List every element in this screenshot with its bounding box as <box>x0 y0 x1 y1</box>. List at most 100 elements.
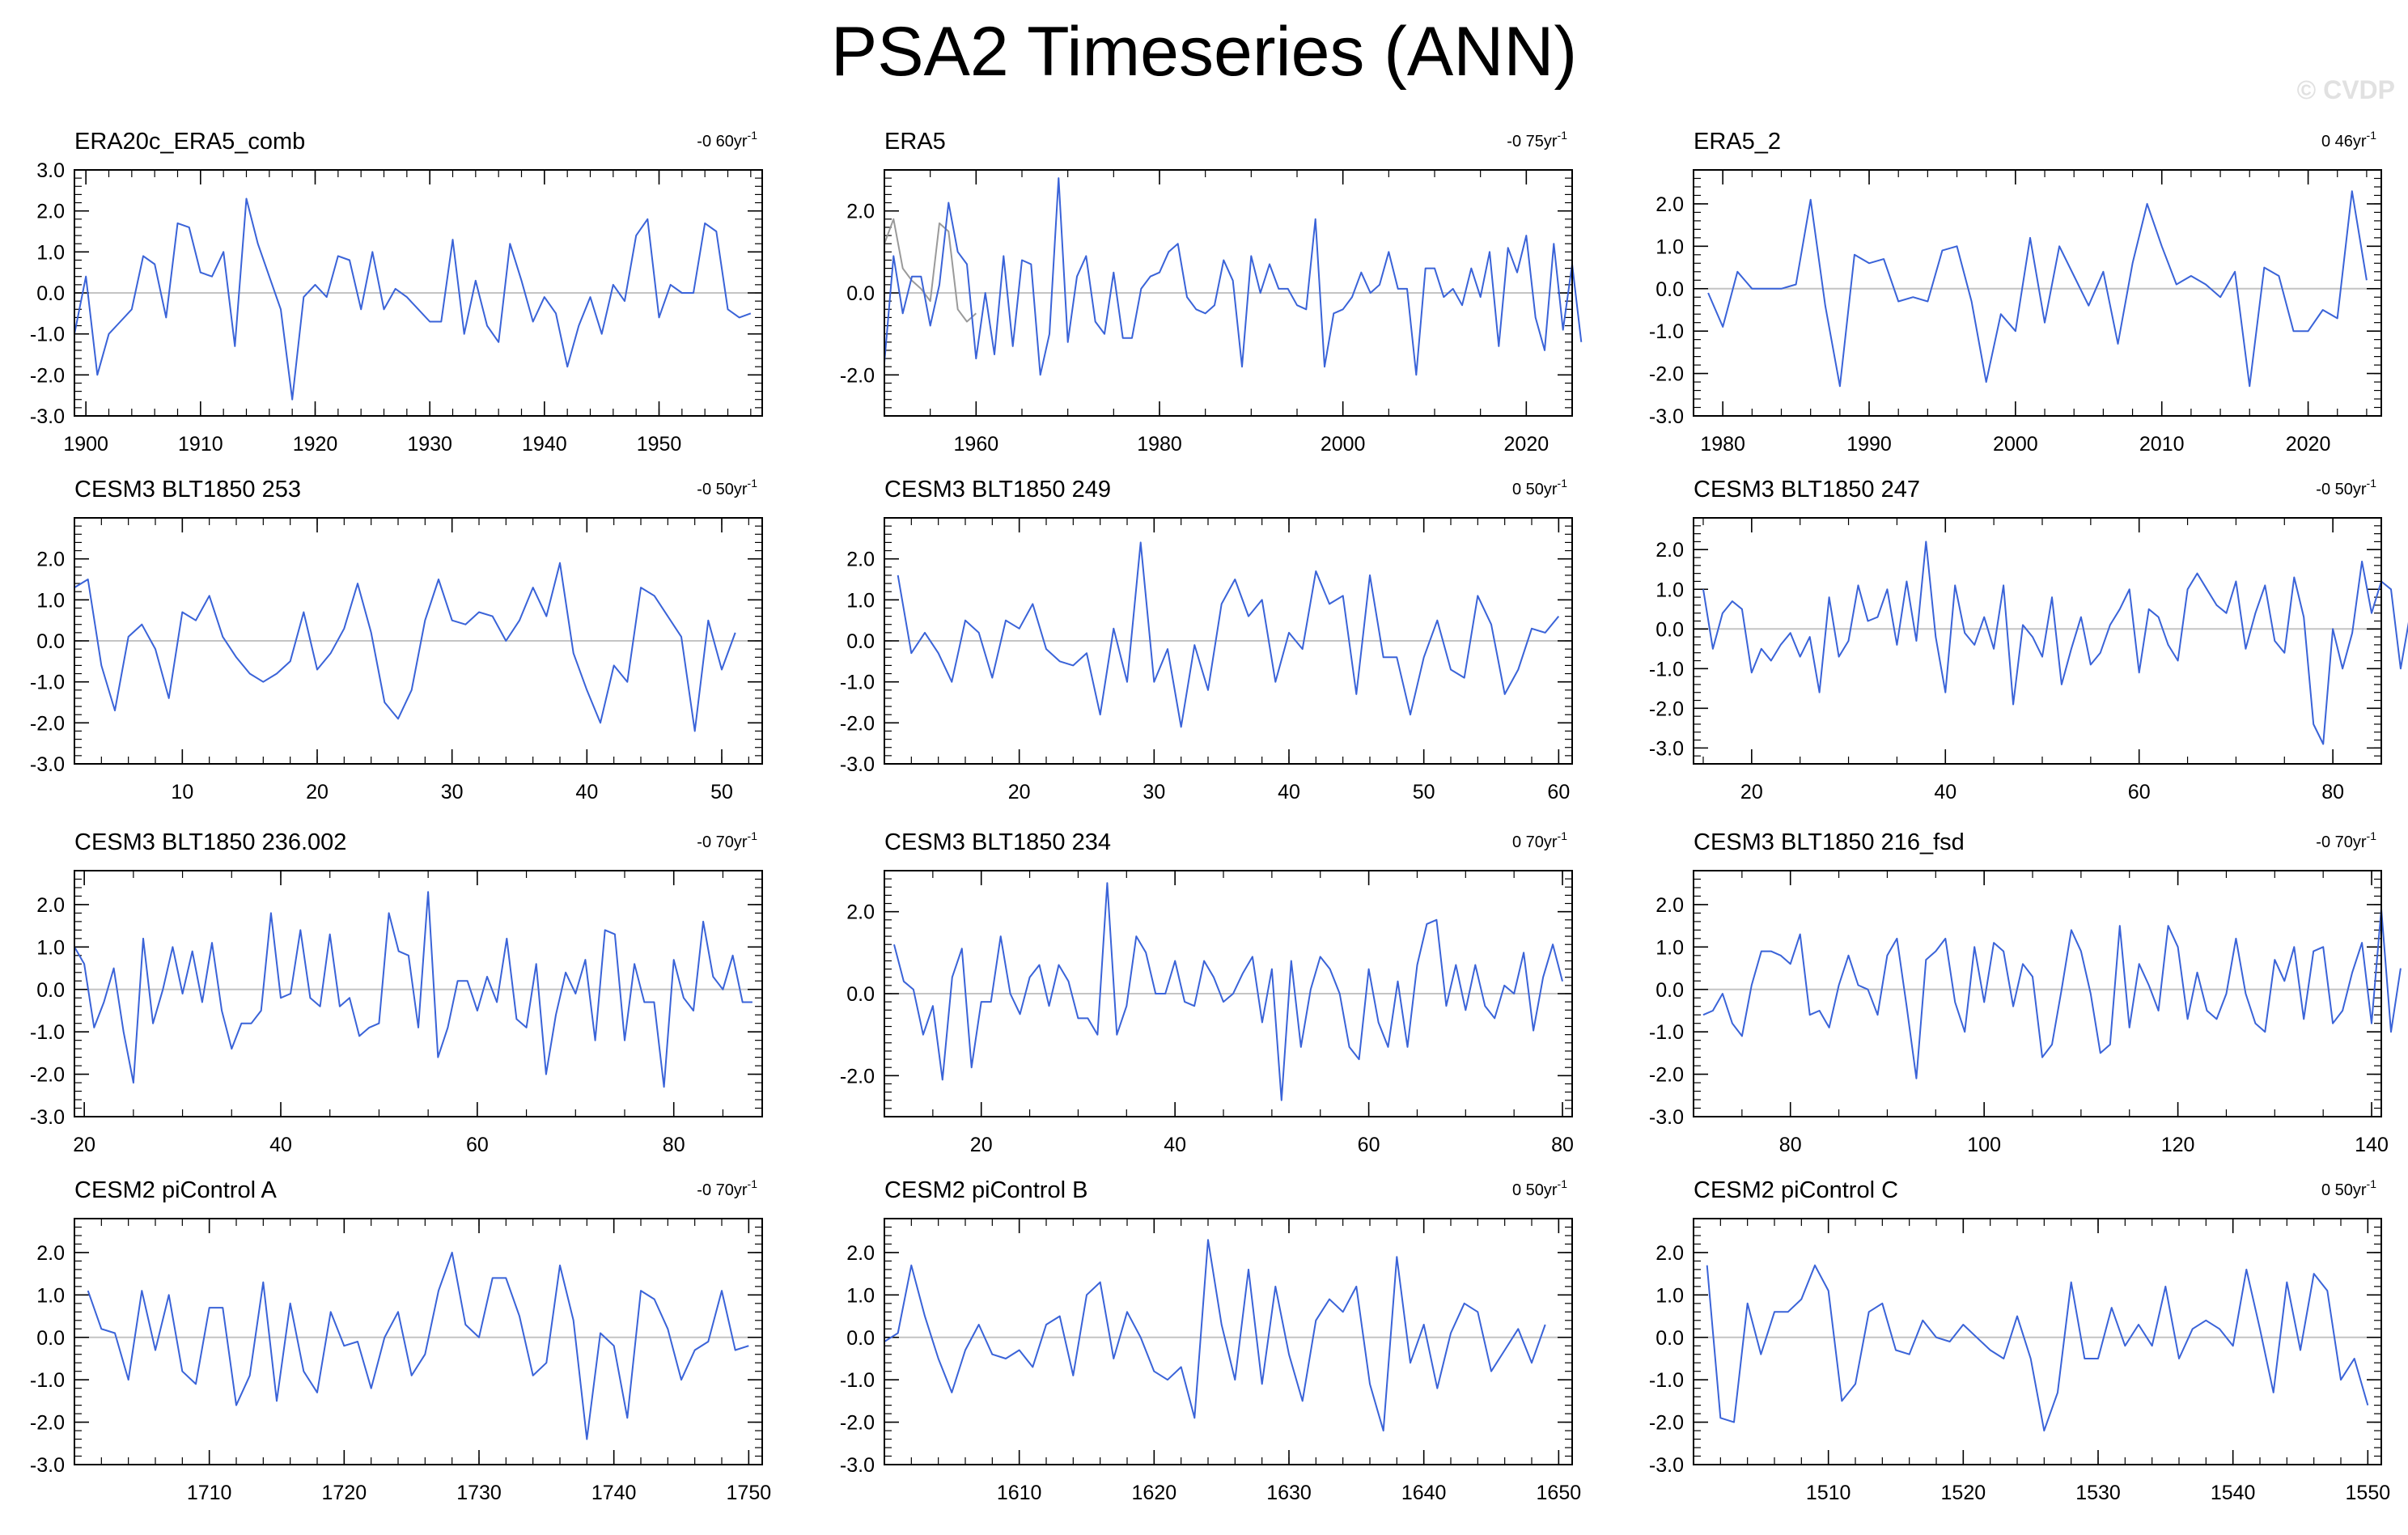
y-tick-label: -2.0 <box>1649 1412 1684 1435</box>
y-tick-label: -2.0 <box>840 1065 875 1088</box>
trend-label: 0 50yr-1 <box>1512 477 1567 498</box>
x-tick-label: 80 <box>663 1134 685 1156</box>
y-tick-label: -2.0 <box>30 1064 65 1087</box>
series-line <box>884 177 1583 376</box>
y-tick-label: -3.0 <box>1649 737 1684 760</box>
trend-label: -0 75yr-1 <box>1507 129 1567 151</box>
series-line <box>893 882 1563 1101</box>
panel-title: CESM2 piControl B <box>884 1177 1087 1203</box>
x-tick-label: 60 <box>1547 781 1570 804</box>
x-tick-label: 1900 <box>63 433 108 456</box>
series-line <box>884 1239 1546 1432</box>
series-line <box>1706 1264 2369 1432</box>
x-tick-label: 1630 <box>1266 1482 1312 1504</box>
x-tick-label: 20 <box>73 1134 95 1156</box>
plot-frame <box>884 870 1573 1117</box>
x-tick-label: 1720 <box>322 1482 367 1504</box>
y-tick-label: 2.0 <box>846 1242 875 1265</box>
x-tick-label: 2020 <box>2286 433 2331 456</box>
x-tick-label: 30 <box>1143 781 1165 804</box>
chart-panel: 2.0 1.0 0.0 -1.0 -2.0 -3.0 1980 1990 2000 2010 202… <box>1649 129 2382 456</box>
plot-frame <box>74 517 763 765</box>
x-tick-label: 20 <box>1740 781 1763 804</box>
x-tick-label: 2010 <box>2139 433 2185 456</box>
plot-frame <box>1693 169 2382 417</box>
series-line <box>74 197 752 401</box>
x-tick-label: 1910 <box>178 433 223 456</box>
y-tick-label: 0.0 <box>1656 278 1684 301</box>
chart-panel: 3.0 2.0 1.0 0.0 -1.0 -2.0 -3.0 1900 1910 1920 1930… <box>30 129 763 456</box>
trend-label: -0 50yr-1 <box>2316 477 2376 498</box>
x-tick-label: 1530 <box>2075 1482 2121 1504</box>
y-tick-label: -1.0 <box>1649 320 1684 343</box>
x-tick-label: 10 <box>171 781 193 804</box>
x-tick-label: 20 <box>970 1134 993 1156</box>
x-tick-label: 1650 <box>1537 1482 1582 1504</box>
y-tick-label: 0.0 <box>1656 1327 1684 1350</box>
chart-panel: 2.0 1.0 0.0 -1.0 -2.0 -3.0 20 30 40 50 60 CESM3 BLT… <box>840 477 1573 804</box>
x-tick-label: 20 <box>1008 781 1031 804</box>
series-line <box>1702 541 2408 745</box>
y-tick-label: 2.0 <box>846 549 875 571</box>
x-tick-label: 140 <box>2355 1134 2389 1156</box>
series-line <box>74 562 736 732</box>
plot-frame <box>74 169 763 417</box>
y-tick-label: 0.0 <box>36 1327 65 1350</box>
chart-panel: 2.0 0.0 -2.0 1960 1980 2000 2020 ERA5 -0 75yr-1 <box>840 129 1583 456</box>
y-tick-label: 0.0 <box>1656 618 1684 641</box>
panel-title: CESM3 BLT1850 249 <box>884 477 1111 502</box>
x-tick-label: 1620 <box>1132 1482 1177 1504</box>
y-tick-label: 1.0 <box>36 241 65 264</box>
x-tick-label: 50 <box>710 781 733 804</box>
plot-frame <box>884 517 1573 765</box>
y-tick-label: -1.0 <box>840 672 875 694</box>
y-tick-label: 1.0 <box>846 589 875 612</box>
panel-title: CESM2 piControl C <box>1694 1177 1898 1203</box>
x-tick-label: 40 <box>1278 781 1300 804</box>
panel-title: CESM3 BLT1850 236.002 <box>74 829 346 855</box>
y-tick-label: 0.0 <box>36 979 65 1002</box>
panel-title: ERA5 <box>884 129 946 155</box>
y-tick-label: -2.0 <box>1649 698 1684 720</box>
y-tick-label: -2.0 <box>1649 363 1684 386</box>
y-tick-label: -2.0 <box>30 712 65 735</box>
series-line <box>87 1251 749 1440</box>
y-tick-label: 2.0 <box>36 894 65 917</box>
y-tick-label: 0.0 <box>846 282 875 305</box>
x-tick-label: 1640 <box>1401 1482 1447 1504</box>
y-tick-label: 0.0 <box>846 630 875 653</box>
y-tick-label: 1.0 <box>1656 1284 1684 1307</box>
panel-title: CESM3 BLT1850 247 <box>1694 477 1920 502</box>
series-line <box>897 541 1560 728</box>
y-tick-label: 0.0 <box>846 983 875 1006</box>
panel-title: ERA5_2 <box>1694 129 1781 155</box>
trend-label: 0 70yr-1 <box>1512 829 1567 851</box>
y-tick-label: -2.0 <box>840 1412 875 1435</box>
y-tick-label: -2.0 <box>30 1412 65 1435</box>
x-tick-label: 1940 <box>522 433 567 456</box>
y-tick-label: -3.0 <box>1649 1106 1684 1129</box>
chart-panel: 2.0 1.0 0.0 -1.0 -2.0 -3.0 1610 1620 1630 1640 165… <box>840 1177 1581 1504</box>
trend-label: -0 50yr-1 <box>697 477 757 498</box>
y-tick-label: -3.0 <box>30 1106 65 1129</box>
x-tick-label: 60 <box>2128 781 2151 804</box>
chart-panel: 2.0 1.0 0.0 -1.0 -2.0 -3.0 80 100 120 140 CESM3 BL… <box>1649 829 2402 1156</box>
y-tick-label: 2.0 <box>36 1242 65 1265</box>
y-tick-label: 2.0 <box>36 549 65 571</box>
panel-title: CESM3 BLT1850 253 <box>74 477 301 502</box>
chart-panel: 2.0 1.0 0.0 -1.0 -2.0 -3.0 20 40 60 80 CESM3 BLT18… <box>1649 477 2408 804</box>
panel-title: ERA20c_ERA5_comb <box>74 129 305 155</box>
x-tick-label: 60 <box>466 1134 489 1156</box>
x-tick-label: 40 <box>1164 1134 1186 1156</box>
series-line <box>1707 190 2368 388</box>
y-tick-label: 1.0 <box>36 936 65 959</box>
y-tick-label: -2.0 <box>1649 1064 1684 1087</box>
x-tick-label: 1950 <box>637 433 682 456</box>
x-tick-label: 1730 <box>456 1482 502 1504</box>
y-tick-label: 2.0 <box>1656 1242 1684 1265</box>
y-tick-label: 1.0 <box>1656 936 1684 959</box>
plot-frame <box>1693 1218 2382 1465</box>
y-tick-label: 0.0 <box>36 282 65 305</box>
y-tick-label: -1.0 <box>30 1021 65 1044</box>
